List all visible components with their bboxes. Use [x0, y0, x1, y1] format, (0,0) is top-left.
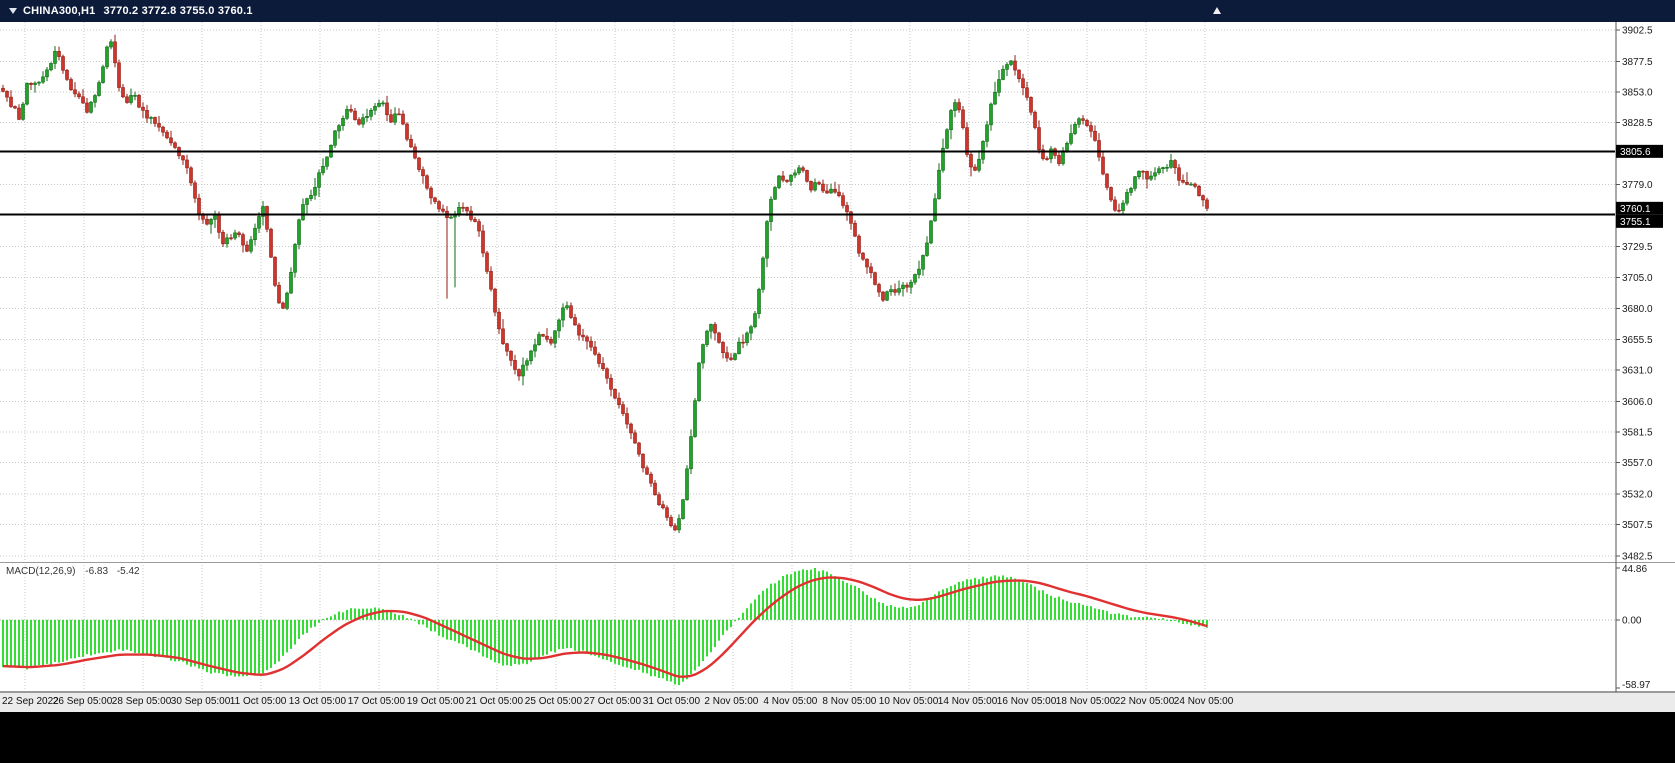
time-axis-label: 27 Oct 05:00	[583, 696, 642, 707]
macd-signal-line	[2, 576, 1208, 678]
price-tick-label: 3532.0	[1622, 490, 1653, 501]
time-axis-label: 8 Nov 05:00	[822, 696, 877, 707]
macd-tick-label: 0.00	[1622, 615, 1642, 626]
time-axis-label: 13 Oct 05:00	[288, 696, 347, 707]
price-tag: 3805.6	[1616, 144, 1663, 158]
time-axis-label: 22 Nov 05:00	[1114, 696, 1175, 707]
price-tick-label: 3729.5	[1622, 242, 1653, 253]
price-tick-label: 3902.5	[1622, 26, 1653, 37]
ohlc-values: 3770.2 3772.8 3755.0 3760.1	[103, 5, 253, 17]
time-axis-label: 31 Oct 05:00	[642, 696, 701, 707]
chart-shift-marker[interactable]	[1213, 7, 1221, 14]
time-axis[interactable]: 22 Sep 2022 26 Sep 05:00 28 Sep 05:00 30 Se…	[0, 692, 1675, 712]
bottom-strip	[0, 712, 1675, 763]
price-tick-label: 3779.0	[1622, 180, 1653, 191]
time-axis-label: 10 Nov 05:00	[878, 696, 939, 707]
macd-tick-label: -58.97	[1622, 680, 1651, 691]
macd-label: MACD(12,26,9)	[6, 566, 76, 577]
price-tick-label: 3606.0	[1622, 397, 1653, 408]
svg-text:3760.1: 3760.1	[1620, 204, 1651, 215]
svg-text:3805.6: 3805.6	[1620, 147, 1651, 158]
time-axis-label: 21 Oct 05:00	[465, 696, 524, 707]
time-axis-label: 18 Nov 05:00	[1055, 696, 1116, 707]
time-axis-label: 4 Nov 05:00	[763, 696, 818, 707]
time-axis-label: 16 Nov 05:00	[996, 696, 1057, 707]
price-tick-label: 3853.0	[1622, 87, 1653, 98]
symbol-timeframe-label[interactable]: CHINA300,H1	[23, 5, 96, 17]
svg-text:3755.1: 3755.1	[1620, 217, 1651, 228]
time-axis-label: 14 Nov 05:00	[937, 696, 998, 707]
time-axis-label: 19 Oct 05:00	[406, 696, 465, 707]
price-tick-label: 3655.5	[1622, 335, 1653, 346]
time-axis-label: 17 Oct 05:00	[347, 696, 406, 707]
price-tag: 3755.1	[1616, 214, 1663, 228]
chart-titlebar: CHINA300,H1 3770.2 3772.8 3755.0 3760.1	[0, 0, 1675, 22]
price-tick-label: 3631.0	[1622, 366, 1653, 377]
time-axis-label: 11 Oct 05:00	[229, 696, 287, 707]
time-axis-label: 25 Oct 05:00	[524, 696, 583, 707]
price-tick-label: 3581.5	[1622, 428, 1653, 439]
time-axis-label: 22 Sep 2022	[2, 696, 59, 707]
price-tag: 3760.1	[1616, 201, 1663, 215]
price-tick-label: 3680.0	[1622, 304, 1653, 315]
symbol-dropdown-icon[interactable]	[9, 8, 17, 14]
price-tick-label: 3557.0	[1622, 458, 1653, 469]
macd-indicator-pane[interactable]: 44.86 0.00 -58.97	[0, 562, 1675, 692]
price-tick-label: 3507.5	[1622, 520, 1653, 531]
time-axis-label: 28 Sep 05:00	[111, 696, 172, 707]
price-tick-label: 3482.5	[1622, 552, 1653, 563]
price-tick-label: 3828.5	[1622, 118, 1653, 129]
macd-signal-value: -5.42	[116, 566, 140, 577]
time-axis-label: 2 Nov 05:00	[704, 696, 759, 707]
macd-label-row: MACD(12,26,9) -6.83 -5.42	[6, 566, 140, 577]
macd-histogram	[2, 567, 1208, 686]
price-tick-label: 3877.5	[1622, 57, 1653, 68]
macd-tick-label: 44.86	[1622, 564, 1647, 575]
price-chart[interactable]: 3902.5 3877.5 3853.0 3828.5 3779.0 3729.5 3705…	[0, 22, 1675, 562]
macd-value: -6.83	[85, 566, 109, 577]
candlestick-series	[1, 34, 1209, 534]
time-axis-label: 26 Sep 05:00	[52, 696, 113, 707]
time-axis-label: 24 Nov 05:00	[1173, 696, 1234, 707]
time-axis-label: 30 Sep 05:00	[170, 696, 231, 707]
price-tick-label: 3705.0	[1622, 273, 1653, 284]
